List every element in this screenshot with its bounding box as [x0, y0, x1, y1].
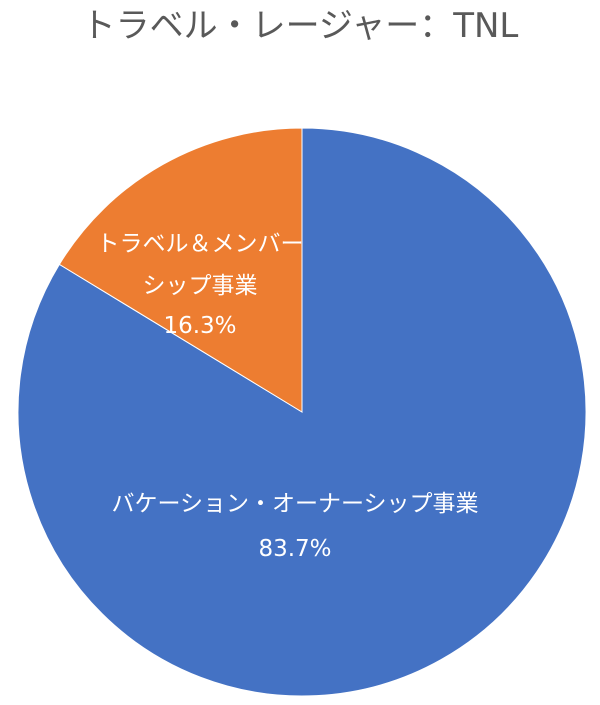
slice-label-travel-membership-name-line2: シップ事業 [143, 273, 258, 299]
slice-label-travel-membership-name-line1: トラベル＆メンバー [97, 231, 304, 257]
chart-title: トラベル・レージャー：TNL [81, 6, 519, 46]
pie-labels: バケーション・オーナーシップ事業 83.7% トラベル＆メンバー シップ事業 1… [97, 231, 479, 562]
pie-slice-1 [58, 127, 303, 413]
pie-slices [17, 127, 587, 697]
slice-label-vacation-ownership-value: 83.7% [258, 536, 331, 562]
slice-label-travel-membership-value: 16.3% [163, 313, 236, 339]
slice-label-vacation-ownership-name: バケーション・オーナーシップ事業 [111, 491, 478, 517]
